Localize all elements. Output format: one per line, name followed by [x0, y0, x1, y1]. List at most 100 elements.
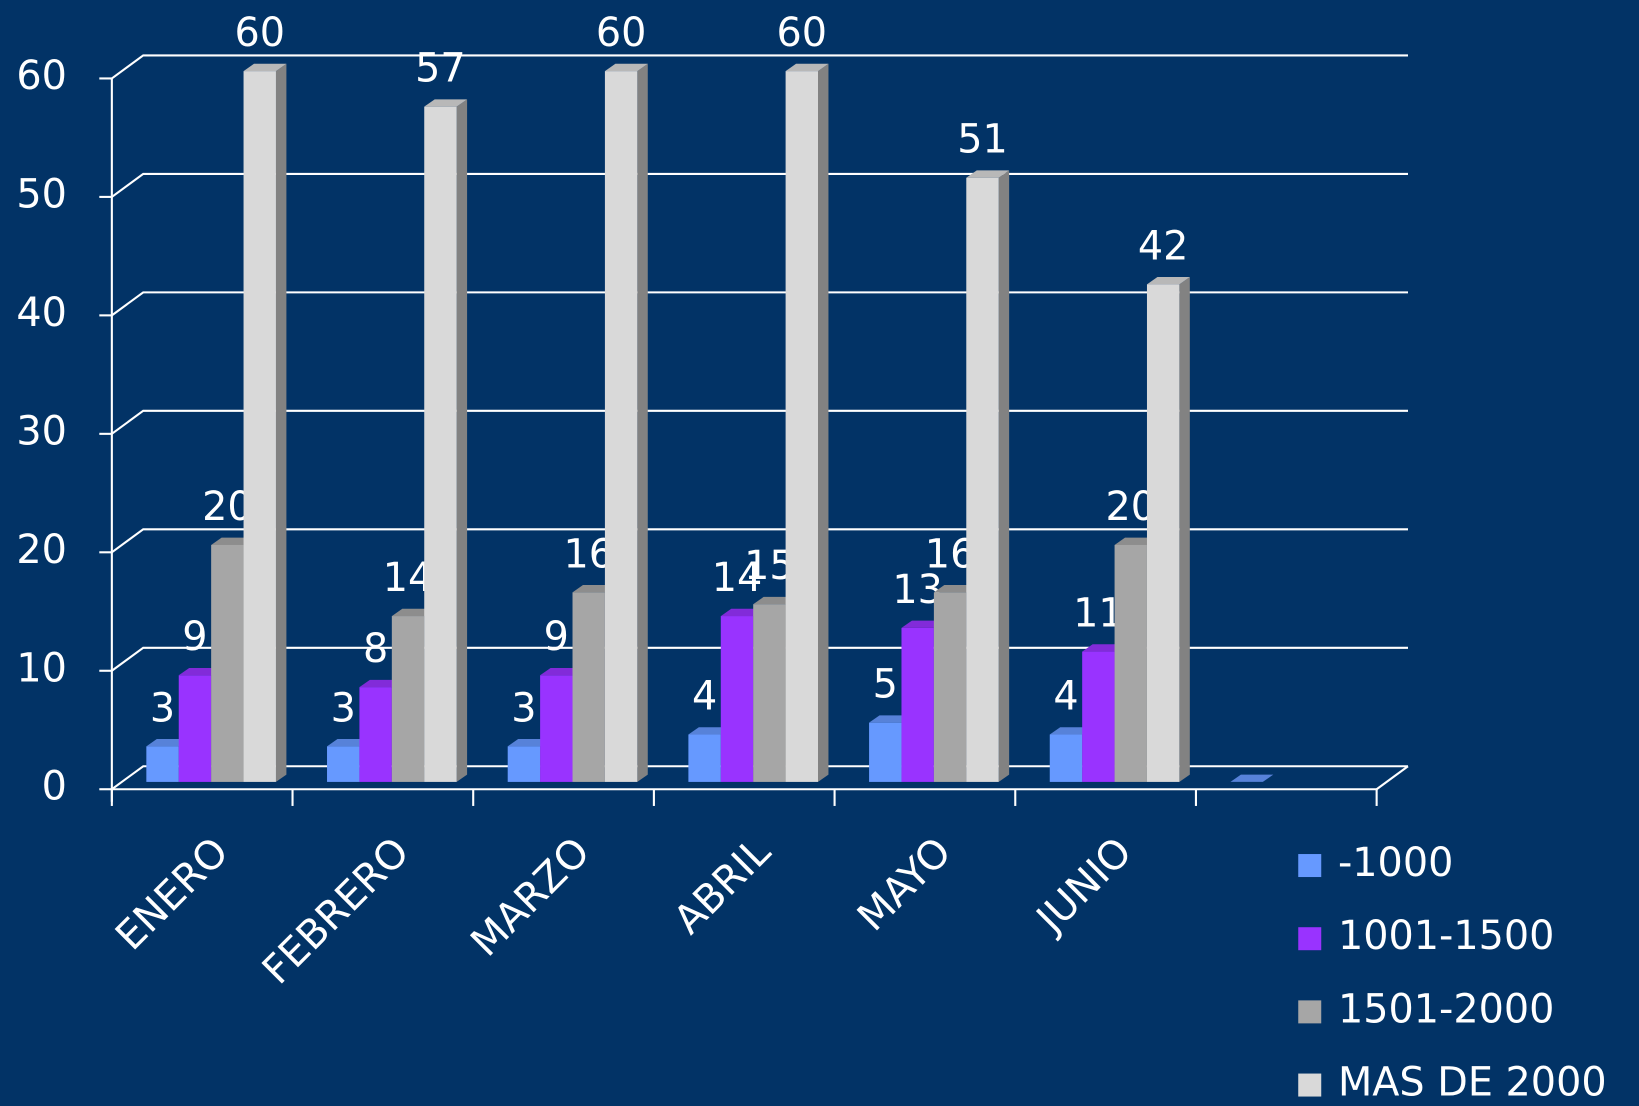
bar-group — [1146, 277, 1190, 782]
bar — [327, 746, 360, 782]
bar — [1146, 284, 1180, 782]
y-tick-label: 40 — [16, 290, 67, 336]
legend-swatch — [1298, 1000, 1322, 1024]
x-tick-label: FEBRERO — [254, 829, 419, 994]
value-label: 42 — [1138, 223, 1189, 269]
bar-group — [785, 63, 829, 782]
y-tick-label: 30 — [16, 408, 67, 454]
x-tick-label: ENERO — [107, 829, 238, 960]
bar-group — [604, 63, 648, 782]
x-tick-label: JUNIO — [1026, 829, 1141, 944]
bar-top — [572, 585, 616, 593]
x-tick-label: MARZO — [462, 829, 599, 966]
bar-top — [327, 739, 370, 747]
value-label: 3 — [511, 685, 536, 731]
bar-top — [359, 679, 403, 688]
bar-top — [424, 99, 468, 107]
grid-line — [111, 291, 1408, 317]
legend-swatch — [1298, 927, 1322, 951]
floor-edge — [1376, 765, 1409, 791]
bar-top — [507, 739, 551, 747]
bar-top — [243, 63, 287, 72]
bar — [901, 627, 934, 782]
bar-side — [998, 170, 1010, 782]
bar — [1082, 651, 1115, 782]
bar-top — [966, 170, 1010, 178]
bar-group — [1230, 774, 1274, 782]
bar-top — [1230, 774, 1274, 782]
bar-side — [818, 63, 829, 782]
legend-label: MAS DE 2000 — [1338, 1060, 1607, 1106]
bar — [178, 675, 212, 782]
y-tick-label: 50 — [16, 171, 67, 217]
bar — [1114, 544, 1147, 782]
bar-top — [391, 608, 435, 617]
bar-top — [933, 585, 977, 593]
value-label: 9 — [544, 614, 569, 660]
bar-top — [178, 667, 222, 676]
value-label: 14 — [712, 555, 763, 601]
bar-side — [275, 63, 287, 782]
bar — [785, 71, 819, 782]
value-label: 9 — [182, 614, 207, 660]
bar — [720, 616, 754, 782]
x-tick-label: MAYO — [849, 829, 961, 941]
bar-side — [637, 63, 648, 782]
y-tick-label: 0 — [42, 764, 67, 810]
value-label: 57 — [415, 46, 466, 92]
y-tick-label: 60 — [16, 53, 67, 99]
grid-line — [111, 54, 1408, 80]
value-label: 3 — [150, 685, 175, 731]
value-label: 8 — [363, 626, 388, 672]
bar-top — [1114, 537, 1158, 545]
bar — [966, 177, 999, 782]
bar — [688, 734, 721, 782]
bar — [424, 106, 457, 782]
bar — [572, 592, 605, 782]
bar-top — [901, 620, 945, 628]
bar — [869, 722, 902, 782]
bar — [391, 616, 425, 782]
value-label: 51 — [957, 117, 1008, 163]
grid-line — [111, 172, 1408, 198]
value-label: 4 — [692, 673, 717, 719]
y-tick-label: 20 — [16, 527, 67, 573]
bar — [359, 687, 392, 782]
bar-top — [688, 727, 732, 735]
bar-group — [966, 170, 1010, 782]
bar — [243, 71, 276, 782]
legend-label: 1001-1500 — [1338, 913, 1555, 959]
legend-label: -1000 — [1338, 840, 1453, 886]
bar-top — [540, 667, 583, 676]
bar-top — [785, 63, 829, 72]
bar-top — [211, 537, 255, 545]
bar — [1049, 734, 1083, 782]
grid-line — [111, 409, 1408, 435]
value-label: 60 — [777, 10, 828, 56]
bar-top — [869, 715, 912, 723]
bar-side — [1179, 277, 1190, 782]
legend-swatch — [1298, 1073, 1322, 1097]
value-label: 60 — [596, 10, 647, 56]
bar — [933, 592, 967, 782]
bar — [753, 604, 786, 782]
bar — [604, 71, 638, 782]
x-tick-label: ABRIL — [665, 829, 779, 943]
bar — [507, 746, 541, 782]
bar — [146, 746, 179, 782]
bar-top — [146, 739, 190, 747]
value-label: 4 — [1053, 673, 1078, 719]
bar-top — [753, 596, 797, 605]
bar-top — [604, 63, 648, 72]
bar-top — [1049, 727, 1093, 735]
value-label: 3 — [331, 685, 356, 731]
bar-side — [456, 99, 468, 782]
legend-label: 1501-2000 — [1338, 986, 1555, 1032]
bar-top — [1146, 277, 1190, 285]
bar-group — [424, 99, 468, 782]
y-tick-label: 10 — [16, 645, 67, 691]
value-label: 5 — [873, 662, 898, 708]
legend-swatch — [1298, 854, 1322, 878]
bar — [211, 544, 244, 782]
